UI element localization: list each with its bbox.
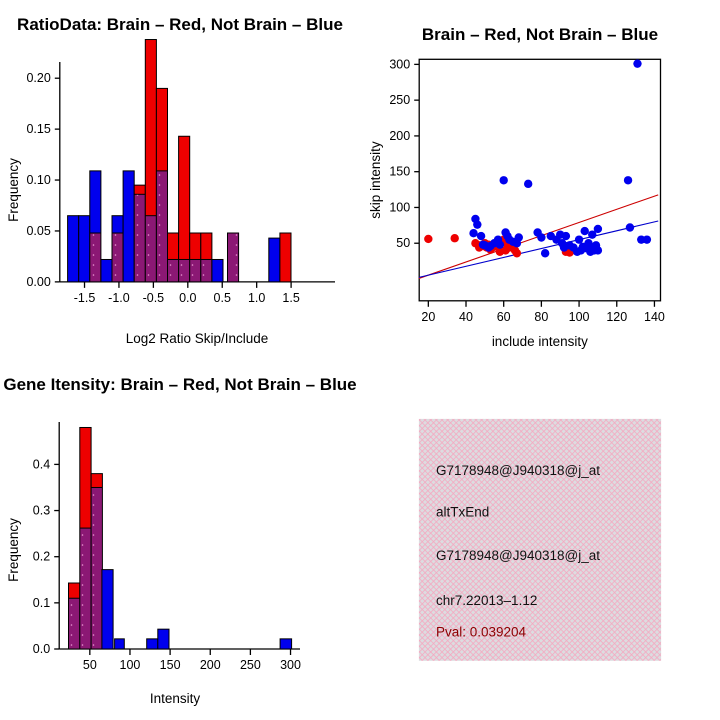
svg-text:include intensity: include intensity [492, 334, 588, 349]
svg-text:chr7.22013–1.12: chr7.22013–1.12 [436, 593, 537, 608]
svg-text:G7178948@J940318@j_at: G7178948@J940318@j_at [436, 548, 600, 563]
svg-text:40: 40 [459, 310, 473, 324]
svg-text:60: 60 [497, 310, 511, 324]
svg-text:300: 300 [389, 57, 410, 71]
svg-text:G7178948@J940318@j_at: G7178948@J940318@j_at [436, 463, 600, 478]
svg-text:altTxEnd: altTxEnd [436, 505, 489, 520]
svg-text:140: 140 [644, 310, 665, 324]
svg-text:Intensity: Intensity [150, 691, 201, 706]
svg-text:0.20: 0.20 [26, 71, 50, 85]
svg-text:200: 200 [389, 129, 410, 143]
svg-text:100: 100 [120, 658, 141, 672]
svg-text:skip intensity: skip intensity [368, 141, 383, 219]
svg-text:100: 100 [389, 200, 410, 214]
svg-text:1.5: 1.5 [282, 291, 299, 305]
svg-text:0.5: 0.5 [214, 291, 231, 305]
svg-text:150: 150 [160, 658, 181, 672]
svg-text:Brain – Red, Not Brain – Blue: Brain – Red, Not Brain – Blue [422, 25, 658, 44]
svg-text:200: 200 [200, 658, 221, 672]
svg-text:RatioData: Brain – Red, Not Br: RatioData: Brain – Red, Not Brain – Blue [17, 15, 343, 34]
svg-text:150: 150 [389, 165, 410, 179]
svg-text:0.1: 0.1 [33, 596, 50, 610]
svg-text:0.15: 0.15 [26, 122, 50, 136]
svg-text:1.0: 1.0 [248, 291, 265, 305]
svg-text:80: 80 [534, 310, 548, 324]
svg-text:120: 120 [606, 310, 627, 324]
svg-text:50: 50 [83, 658, 97, 672]
svg-text:50: 50 [396, 236, 410, 250]
svg-text:250: 250 [240, 658, 261, 672]
svg-text:Frequency: Frequency [6, 158, 21, 222]
svg-text:Frequency: Frequency [6, 518, 21, 582]
svg-text:100: 100 [569, 310, 590, 324]
svg-text:0.3: 0.3 [33, 504, 50, 518]
svg-text:Log2 Ratio Skip/Include: Log2 Ratio Skip/Include [126, 331, 269, 346]
svg-text:0.0: 0.0 [33, 642, 50, 656]
svg-text:-1.5: -1.5 [74, 291, 96, 305]
svg-text:0.2: 0.2 [33, 550, 50, 564]
svg-text:0.10: 0.10 [26, 173, 50, 187]
svg-text:-0.5: -0.5 [143, 291, 165, 305]
svg-text:300: 300 [280, 658, 301, 672]
svg-text:-1.0: -1.0 [108, 291, 130, 305]
svg-text:Pval: 0.039204: Pval: 0.039204 [436, 625, 527, 640]
svg-text:0.00: 0.00 [26, 275, 50, 289]
svg-text:0.4: 0.4 [33, 457, 50, 471]
svg-text:0.0: 0.0 [179, 291, 196, 305]
svg-text:20: 20 [421, 310, 435, 324]
svg-text:0.05: 0.05 [26, 224, 50, 238]
svg-text:Gene Itensity: Brain – Red, No: Gene Itensity: Brain – Red, Not Brain – … [3, 375, 356, 394]
svg-text:250: 250 [389, 93, 410, 107]
